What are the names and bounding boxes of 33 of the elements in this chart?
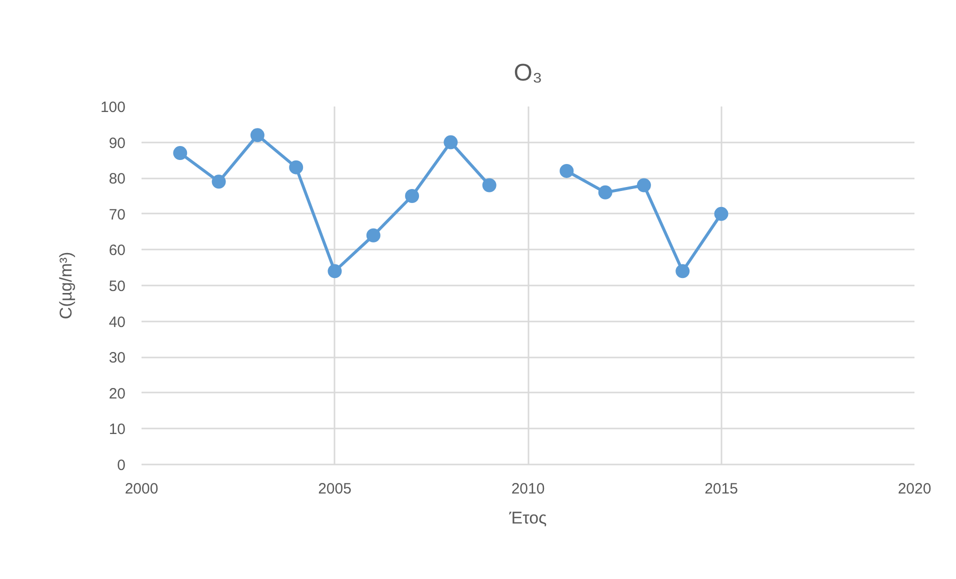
y-tick-label: 0 xyxy=(117,457,126,474)
point xyxy=(289,160,304,174)
point xyxy=(598,185,612,200)
y-tick-label: 30 xyxy=(108,350,126,367)
point xyxy=(676,264,690,278)
y-tick-label: 10 xyxy=(108,421,126,438)
point xyxy=(636,178,651,192)
x-tick-label: 2015 xyxy=(704,480,738,498)
point xyxy=(250,128,264,142)
point xyxy=(173,146,188,160)
x-tick-label: 2000 xyxy=(124,480,158,498)
y-tick-label: 90 xyxy=(108,134,126,152)
y-tick-label: 100 xyxy=(100,99,126,116)
y-tick-label: 40 xyxy=(108,314,126,331)
y-tick-label: 60 xyxy=(108,242,126,260)
y-axis-title: C(µg/m³) xyxy=(56,252,76,320)
point xyxy=(482,178,496,192)
x-tick-label: 2010 xyxy=(511,480,545,498)
y-tick-label: 70 xyxy=(108,206,126,224)
y-tick-label: 80 xyxy=(108,170,126,188)
point xyxy=(405,189,420,203)
chart-title: O₃ xyxy=(514,60,542,86)
point xyxy=(560,164,574,178)
point xyxy=(444,135,458,150)
x-axis-title: Έτος xyxy=(508,508,547,528)
y-tick-label: 50 xyxy=(108,278,126,295)
point xyxy=(328,264,342,278)
y-tick-label: 20 xyxy=(108,385,126,402)
x-tick-label: 2005 xyxy=(318,480,352,498)
x-tick-label: 2020 xyxy=(898,480,932,498)
point xyxy=(366,228,380,242)
point xyxy=(212,174,226,189)
point xyxy=(714,206,728,221)
